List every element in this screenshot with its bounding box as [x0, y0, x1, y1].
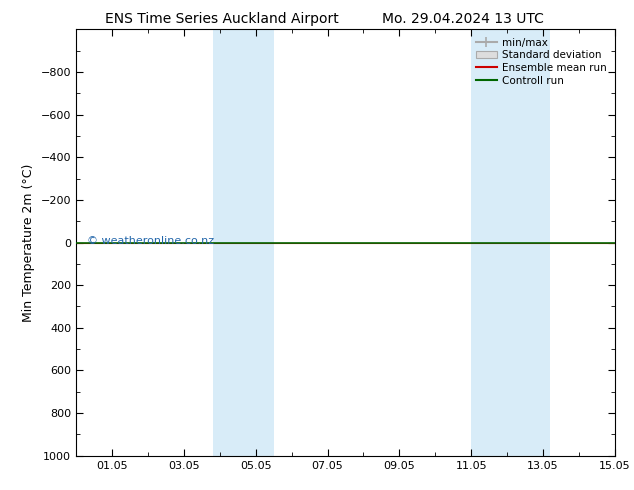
Text: © weatheronline.co.nz: © weatheronline.co.nz [87, 236, 214, 246]
Bar [212, 29, 274, 456]
Legend: min/max, Standard deviation, Ensemble mean run, Controll run: min/max, Standard deviation, Ensemble me… [473, 35, 610, 89]
Text: Mo. 29.04.2024 13 UTC: Mo. 29.04.2024 13 UTC [382, 12, 544, 26]
Bar [471, 29, 550, 456]
Y-axis label: Min Temperature 2m (°C): Min Temperature 2m (°C) [22, 163, 35, 322]
Text: ENS Time Series Auckland Airport: ENS Time Series Auckland Airport [105, 12, 339, 26]
